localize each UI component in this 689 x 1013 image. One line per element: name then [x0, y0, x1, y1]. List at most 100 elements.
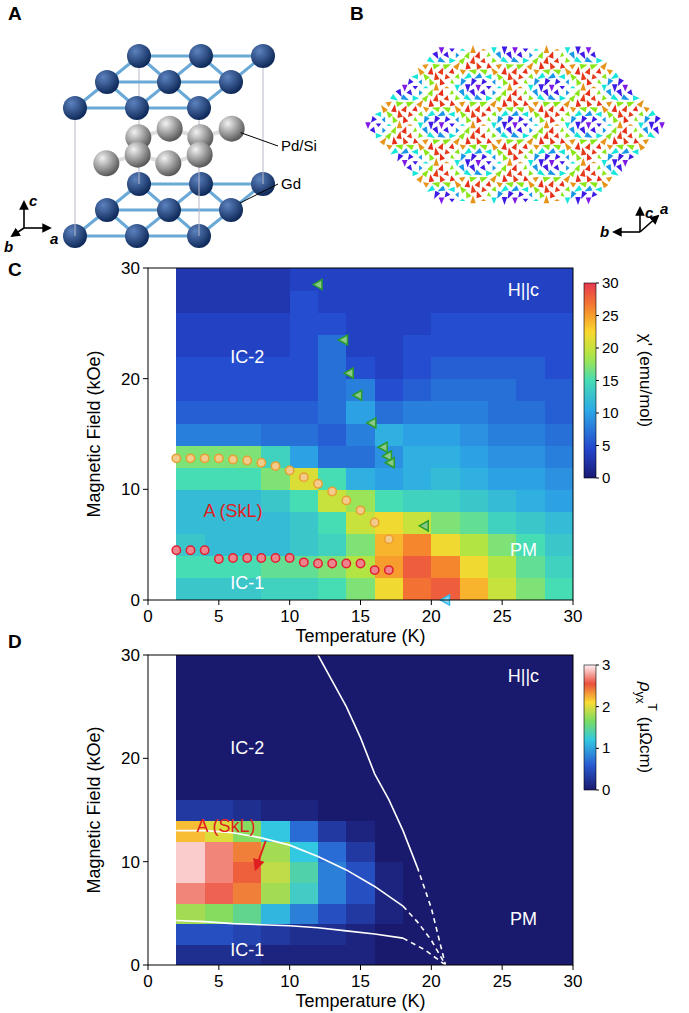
spin: [406, 102, 415, 108]
spin: [391, 104, 397, 112]
spin: [612, 104, 618, 112]
spin: [511, 132, 519, 138]
spin: [418, 133, 423, 138]
spin: [496, 148, 503, 155]
heatmap-cell: [460, 467, 489, 490]
spin: [576, 153, 581, 160]
heatmap-cell: [403, 800, 432, 821]
heatmap-cell: [205, 401, 234, 424]
spin: [460, 144, 466, 150]
spin: [569, 139, 575, 145]
spin: [543, 164, 549, 172]
heatmap-cell: [318, 758, 347, 779]
spin: [606, 164, 612, 172]
spin: [495, 126, 501, 134]
spin: [444, 86, 450, 88]
colorbar-tick-label: 30: [602, 274, 619, 291]
data-point: [300, 558, 308, 566]
spin: [591, 86, 597, 88]
spin: [590, 170, 595, 176]
leader-line: [241, 133, 278, 146]
heatmap-cell: [205, 268, 234, 291]
heatmap-cell: [431, 696, 460, 717]
spin: [401, 148, 409, 154]
spin: [585, 68, 591, 75]
spin: [569, 64, 575, 70]
spin: [566, 165, 570, 171]
heatmap-cell: [233, 423, 262, 446]
spin: [606, 101, 612, 107]
spin: [597, 154, 601, 159]
colorbar-tick: [596, 706, 599, 707]
heatmap-cell: [516, 696, 545, 717]
spin: [524, 79, 528, 84]
spin: [486, 181, 491, 187]
heatmap-cell: [431, 676, 460, 697]
spin: [570, 148, 577, 155]
spin: [390, 148, 398, 155]
spin: [592, 74, 597, 80]
spin: [596, 133, 603, 139]
spin: [523, 48, 529, 51]
spin: [448, 111, 455, 117]
heatmap-cell: [545, 696, 573, 717]
heatmap-cell: [460, 841, 489, 862]
heatmap-cell: [290, 379, 319, 402]
heatmap-cell: [346, 379, 375, 402]
heatmap-cell: [403, 862, 432, 883]
heatmap-cell: [346, 534, 375, 557]
colorbar-tick-label: 20: [602, 339, 619, 356]
spin: [570, 182, 576, 188]
heatmap-cell: [460, 511, 489, 534]
data-point: [385, 535, 393, 543]
spin: [596, 143, 601, 149]
spin: [412, 86, 418, 89]
heatmap-cell: [460, 944, 489, 965]
colorbar-tick-label: 5: [602, 437, 610, 454]
x-tick: [573, 965, 574, 970]
cell-edge: [75, 108, 76, 236]
colorbar-tick: [596, 748, 599, 749]
heatmap-cell: [261, 924, 290, 945]
y-axis-title: Magnetic Field (kOe): [84, 726, 104, 893]
heatmap-cell: [233, 696, 262, 717]
heatmap-cell: [318, 357, 347, 380]
spin: [570, 107, 576, 113]
heatmap-cell: [290, 655, 319, 676]
x-tick: [148, 600, 149, 605]
heatmap-cell: [375, 334, 404, 357]
spin: [565, 122, 571, 128]
heatmap-cell: [403, 676, 432, 697]
spin: [460, 111, 467, 118]
spin: [529, 52, 533, 58]
gd-atom: [127, 44, 151, 68]
spin: [517, 86, 523, 88]
heatmap-cell: [460, 334, 489, 357]
heatmap-cell: [460, 903, 489, 924]
spin: [592, 191, 598, 197]
spin: [523, 124, 529, 127]
spin: [481, 187, 486, 193]
spin: [511, 57, 519, 63]
spin: [607, 69, 613, 75]
gd-atom: [125, 96, 149, 120]
spin: [464, 94, 472, 101]
spin: [518, 191, 524, 197]
spin: [603, 128, 607, 134]
heatmap-cell: [318, 717, 347, 738]
heatmap-cell: [176, 578, 205, 600]
spin: [481, 199, 487, 201]
spin: [449, 133, 456, 139]
data-point: [353, 390, 362, 400]
heatmap-cell: [516, 578, 545, 600]
spin: [523, 90, 527, 95]
x-axis-title: Temperature (K): [295, 626, 425, 646]
heatmap-cell: [431, 556, 460, 579]
spin: [445, 149, 450, 155]
heatmap-cell: [261, 779, 290, 800]
colorbar-tick: [596, 478, 599, 479]
spin: [628, 154, 634, 160]
data-point: [186, 454, 194, 462]
spin: [626, 102, 635, 108]
axis-arrow: [24, 227, 50, 229]
